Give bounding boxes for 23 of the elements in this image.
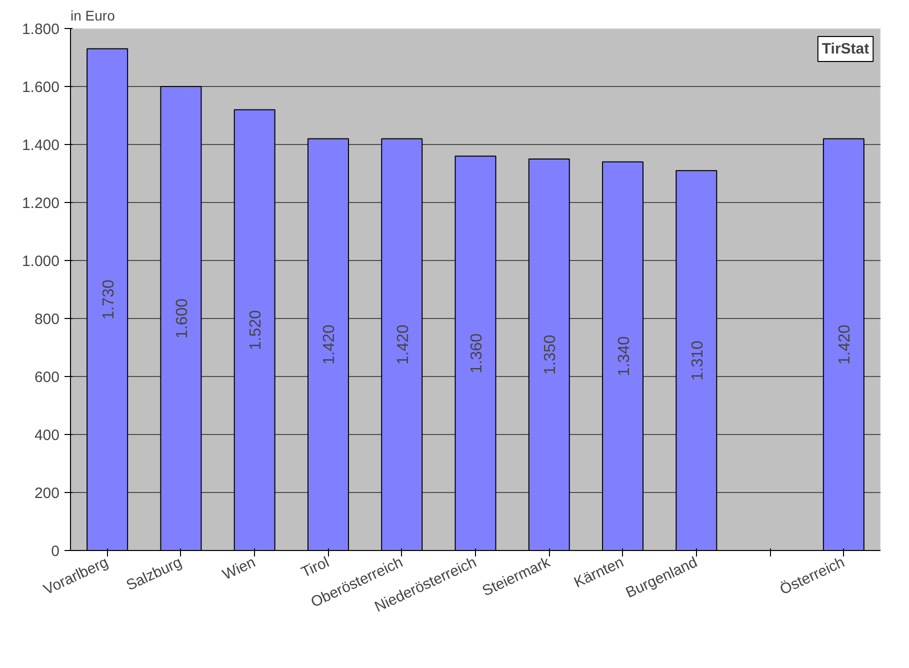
y-axis-title: in Euro	[70, 8, 116, 24]
data-label: 1.360	[468, 333, 486, 374]
y-tick-label: 400	[34, 427, 60, 444]
y-tick-label: 1.800	[22, 21, 60, 38]
y-tick-label: 600	[34, 369, 60, 386]
x-tick-label: Wien	[220, 554, 258, 584]
y-tick-label: 1.600	[22, 79, 60, 96]
y-tick-label: 1.400	[22, 137, 60, 154]
data-label: 1.350	[542, 334, 560, 375]
y-tick-label: 0	[51, 543, 60, 560]
y-tick-label: 800	[34, 311, 60, 328]
annotation: TirStat	[822, 40, 870, 58]
data-label: 1.600	[174, 298, 191, 339]
data-label: 1.520	[248, 310, 265, 350]
y-tick-label: 1.000	[22, 253, 60, 270]
data-label: 1.420	[836, 324, 854, 365]
data-label: 1.730	[100, 280, 118, 320]
data-label: 1.340	[616, 336, 633, 376]
y-tick-label: 200	[34, 485, 60, 502]
data-label: 1.420	[321, 324, 338, 365]
y-tick-label: 1.200	[22, 195, 60, 212]
data-label: 1.310	[689, 340, 706, 381]
data-label: 1.420	[394, 324, 412, 365]
